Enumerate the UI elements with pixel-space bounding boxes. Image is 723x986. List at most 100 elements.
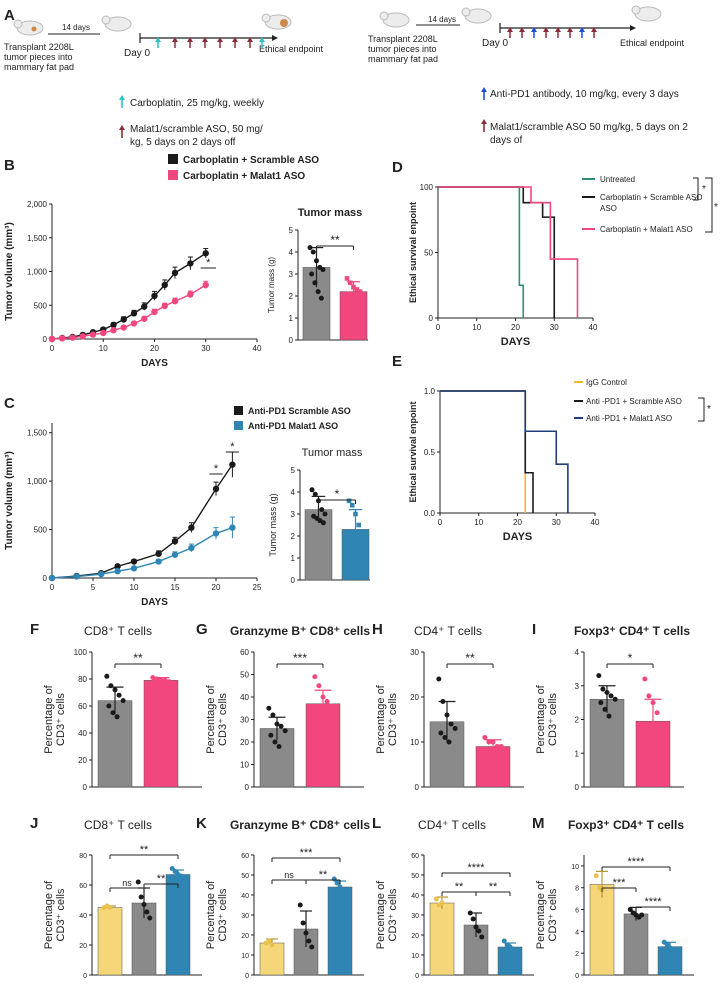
- data-point: [436, 676, 442, 682]
- data-point: [306, 938, 312, 944]
- panel-letter-c: C: [4, 395, 15, 412]
- y-tick-label: 0: [429, 314, 434, 323]
- bar: [165, 874, 191, 976]
- chart-title: Granzyme B⁺ CD8⁺ cells: [230, 818, 370, 832]
- data-point: [470, 916, 476, 922]
- y-axis-label: Percentage of: [43, 684, 55, 753]
- data-point: [135, 879, 141, 885]
- data-point: [650, 700, 656, 706]
- data-point: [358, 564, 363, 570]
- y-tick-label: 0: [245, 973, 249, 980]
- data-point: [100, 329, 107, 337]
- dose-arrow-head: [567, 27, 573, 32]
- x-tick-label: 20: [511, 323, 520, 332]
- left-days-label: 14 days: [62, 23, 90, 32]
- y-tick-label: 0: [415, 783, 420, 792]
- data-point: [312, 280, 318, 286]
- legend-pd1: Anti-PD1 antibody, 10 mg/kg, every 3 day…: [490, 89, 679, 100]
- y-tick-label: 20: [241, 933, 249, 940]
- y-tick-label: 10: [240, 761, 249, 770]
- sig-label: ns: [122, 878, 132, 888]
- data-point: [150, 675, 156, 681]
- y-tick-label: 3: [291, 510, 296, 519]
- y-tick-label: 5: [291, 466, 296, 475]
- data-point: [440, 699, 446, 704]
- panel-letter-h: H: [372, 621, 383, 638]
- series-line: [440, 390, 527, 513]
- mouse-icon: [379, 11, 410, 28]
- data-point: [274, 721, 280, 727]
- series-carboplatin-malat1-aso: [48, 280, 209, 343]
- data-point: [212, 485, 220, 493]
- data-point: [319, 507, 325, 513]
- data-point: [120, 698, 126, 704]
- data-point: [272, 739, 278, 745]
- y-tick-label: 100: [74, 648, 88, 657]
- y-axis-label: Tumor volume (mm³): [4, 222, 15, 321]
- data-point: [312, 491, 318, 497]
- data-point: [337, 884, 343, 890]
- y-tick-label: 0: [575, 973, 579, 980]
- y-tick-label: 30: [240, 716, 249, 725]
- data-point: [673, 946, 679, 952]
- bar: [497, 946, 523, 976]
- data-point: [130, 558, 138, 565]
- data-point: [334, 880, 340, 886]
- y-axis-label: Percentage of: [535, 880, 547, 949]
- data-point: [144, 909, 150, 915]
- bar: [97, 700, 133, 788]
- data-point: [318, 712, 324, 718]
- data-point: [270, 712, 276, 718]
- data-point: [346, 498, 352, 504]
- y-tick-label: 0: [289, 336, 294, 345]
- data-point: [627, 907, 633, 913]
- chart-I: 0 1 2 3 4 Percentage of CD3⁺ cells Foxp3⁺ CD4⁺ …: [535, 624, 690, 792]
- y-tick-label: 2,000: [27, 200, 48, 209]
- legend-label: IgG Control: [586, 378, 627, 387]
- y-tick-label: 60: [78, 702, 87, 711]
- y-tick-label: 1: [289, 314, 294, 323]
- legend-e: IgG Control Anti -PD1 + Scramble ASO Anti …: [574, 378, 711, 423]
- y-tick-label: 60: [79, 883, 87, 890]
- panel-letter-j: J: [30, 815, 38, 832]
- data-point: [439, 900, 445, 906]
- data-point: [452, 726, 458, 731]
- chart-F: 0 20 40 60 80 100 Percentage of CD3⁺ cells CD8⁺ …: [43, 624, 202, 792]
- y-tick-label: 10: [241, 953, 249, 960]
- data-point: [652, 750, 658, 756]
- dose-arrow-head: [187, 37, 193, 42]
- y-tick-label: 0: [43, 574, 48, 583]
- x-tick-label: 0: [436, 323, 441, 332]
- y-tick-label: 0.5: [424, 448, 436, 457]
- data-point: [608, 693, 614, 699]
- x-axis-label: DAYS: [501, 336, 531, 348]
- data-point: [110, 327, 117, 334]
- data-point: [347, 280, 353, 286]
- sig-label: *: [628, 651, 633, 665]
- x-tick-label: 10: [99, 344, 108, 353]
- y-tick-label: 40: [79, 913, 87, 920]
- data-point: [104, 673, 110, 679]
- y-tick-label: 10: [411, 953, 419, 960]
- x-tick-label: 15: [171, 583, 180, 592]
- data-point: [69, 334, 76, 341]
- x-tick-label: 10: [472, 323, 481, 332]
- data-point: [120, 316, 127, 323]
- right-dose-arrows: [507, 27, 597, 38]
- data-point: [357, 289, 363, 294]
- data-point: [646, 693, 652, 699]
- series-igg-control: [440, 390, 527, 513]
- right-endpoint: Ethical endpoint: [620, 38, 685, 48]
- series-line: [440, 390, 534, 513]
- dose-arrow-head: [519, 27, 525, 32]
- dose-arrow-head: [217, 37, 223, 42]
- y-tick-label: 1.0: [424, 387, 436, 396]
- data-point: [482, 735, 488, 740]
- series-anti-pd1-malat1-aso: [440, 390, 569, 513]
- mouse-icon: [461, 7, 492, 24]
- data-point: [114, 563, 121, 570]
- data-point: [116, 692, 122, 698]
- y-tick-label: 4: [575, 929, 579, 936]
- data-point: [438, 730, 444, 736]
